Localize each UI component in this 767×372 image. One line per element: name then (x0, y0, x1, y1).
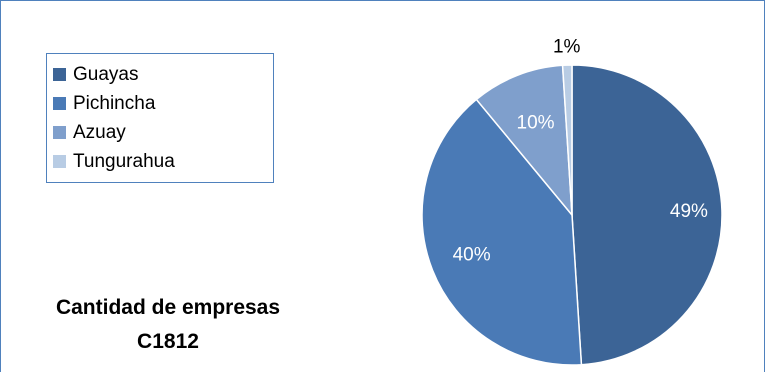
legend-swatch-guayas (53, 68, 66, 81)
chart-title-line-1: Cantidad de empresas (55, 296, 281, 319)
legend-item-guayas: Guayas (47, 60, 273, 89)
chart-title-line-2: C1812 (137, 330, 199, 353)
legend-swatch-tungurahua (53, 155, 66, 168)
pie-slice-guayas (571, 64, 723, 366)
legend-label-tungurahua: Tungurahua (73, 150, 175, 172)
legend-item-pichincha: Pichincha (47, 89, 273, 118)
pie-slice-tungurahua (561, 64, 573, 216)
pie-slice-azuay (475, 64, 573, 218)
legend-swatch-azuay (53, 126, 66, 139)
legend-item-azuay: Azuay (47, 118, 273, 147)
chart-title: Cantidad de empresas C1812 (36, 291, 300, 359)
slice-label-azuay: 10% (517, 112, 555, 133)
legend-label-azuay: Azuay (73, 121, 126, 143)
slice-label-guayas: 49% (670, 201, 708, 222)
legend-item-tungurahua: Tungurahua (47, 147, 273, 176)
legend: Guayas Pichincha Azuay Tungurahua (46, 53, 274, 183)
legend-label-guayas: Guayas (73, 63, 139, 85)
legend-label-pichincha: Pichincha (73, 92, 156, 114)
slice-label-tungurahua: 1% (553, 37, 581, 58)
slice-label-pichincha: 40% (453, 244, 491, 265)
legend-swatch-pichincha (53, 97, 66, 110)
pie-slice-pichincha (421, 98, 583, 366)
